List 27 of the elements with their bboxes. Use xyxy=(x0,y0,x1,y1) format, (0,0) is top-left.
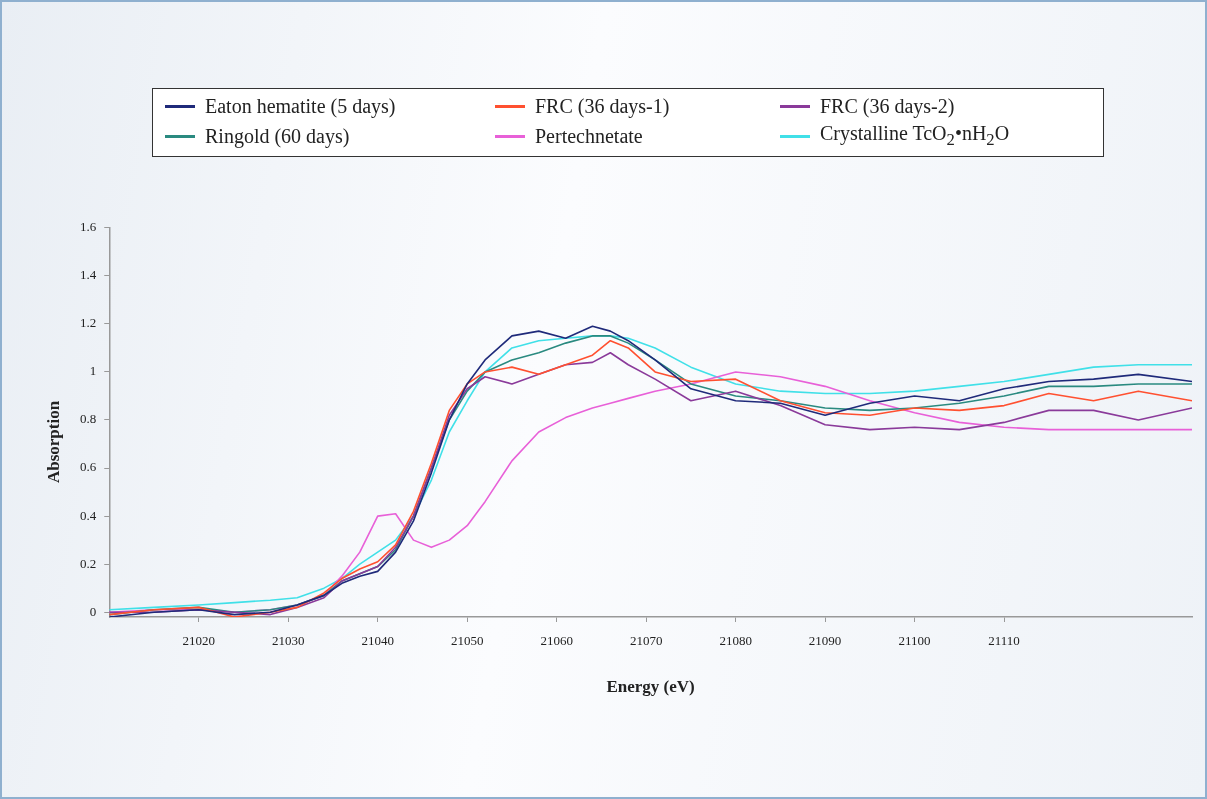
x-tick-label: 21110 xyxy=(988,633,1020,649)
legend-label: Pertechnetate xyxy=(535,124,643,148)
x-tick-label: 21100 xyxy=(898,633,931,649)
x-tick-label: 21080 xyxy=(719,633,752,649)
y-tick-label: 0.8 xyxy=(80,411,97,427)
legend-label: Crystalline TcO$_{2}$•nH$_{2}$O xyxy=(820,122,1010,150)
y-tick-label: 0.6 xyxy=(80,459,97,475)
y-tick-label: 0.2 xyxy=(80,555,97,571)
x-tick-label: 21030 xyxy=(271,633,305,649)
x-tick-label: 21040 xyxy=(361,633,394,649)
y-tick-label: 1.6 xyxy=(80,219,97,235)
legend-label: Ringold (60 days) xyxy=(205,124,350,148)
x-tick-label: 21090 xyxy=(808,633,842,649)
x-tick-label: 21050 xyxy=(450,633,484,649)
x-axis-title: Energy (eV) xyxy=(606,677,695,697)
y-tick-label: 1 xyxy=(89,363,97,379)
y-tick-label: 1.4 xyxy=(80,267,97,283)
legend-label: Eaton hematite (5 days) xyxy=(205,95,396,118)
x-tick-label: 21070 xyxy=(629,633,663,649)
x-tick-label: 21060 xyxy=(540,633,573,649)
y-axis-title: Absorption xyxy=(44,400,64,484)
legend-label: FRC (36 days-2) xyxy=(820,95,955,118)
x-tick-label: 21020 xyxy=(182,633,215,649)
y-tick-label: 0.4 xyxy=(80,507,97,523)
y-tick-label: 1.2 xyxy=(80,315,97,331)
legend-label: FRC (36 days-1) xyxy=(535,95,670,118)
y-tick-label: 0 xyxy=(89,603,97,619)
